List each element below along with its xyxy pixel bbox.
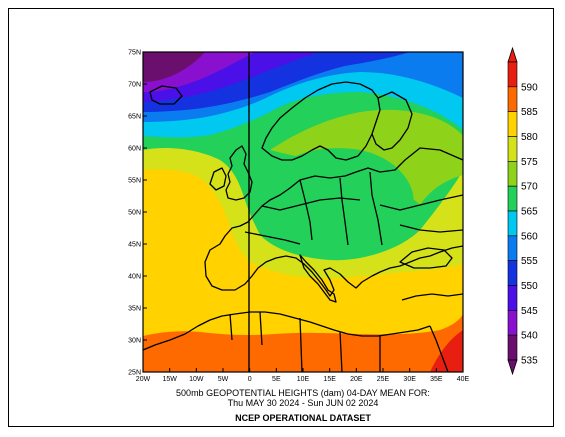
title-line-2: Thu MAY 30 2024 - Sun JUN 02 2024 xyxy=(227,398,379,408)
colorbar-segment xyxy=(507,235,518,261)
lon-tick-label: 0 xyxy=(248,376,252,383)
lat-tick-label: 50N xyxy=(128,210,141,217)
lat-tick-label: 55N xyxy=(128,178,141,185)
lon-tick-label: 35E xyxy=(430,376,443,383)
lon-tick-label: 10E xyxy=(297,376,310,383)
lat-tick-label: 60N xyxy=(128,146,141,153)
latitude-ticks: 75N 70N 65N 60N 55N 50N 45N 40N 35N 30N 25N xyxy=(128,50,147,377)
colorbar-bottom-arrow xyxy=(507,359,518,376)
lon-tick-label: 25E xyxy=(377,376,390,383)
colorbar-segment xyxy=(507,185,518,212)
lon-tick-label: 10W xyxy=(189,376,204,383)
colorbar-label: 545 xyxy=(521,306,538,317)
coast-scandinavia xyxy=(261,81,381,161)
colorbar-segment xyxy=(507,310,518,336)
lat-tick-label: 65N xyxy=(128,114,141,121)
coast-black-sea xyxy=(399,247,453,269)
lon-tick-label: 20E xyxy=(350,376,363,383)
lon-tick-label: 20W xyxy=(136,376,151,383)
colorbar-segment xyxy=(507,334,518,361)
colorbar-segment xyxy=(507,61,518,88)
colorbar-top-arrow xyxy=(507,46,518,63)
band-535 xyxy=(143,52,205,82)
coast-iceland xyxy=(149,85,183,105)
coast-red-sea xyxy=(429,325,449,372)
colorbar-segment xyxy=(507,260,518,286)
colorbar-label: 585 xyxy=(521,107,538,118)
dataset-label: NCEP OPERATIONAL DATASET xyxy=(235,413,371,423)
colorbar-label: 535 xyxy=(521,356,538,367)
colorbar-segment xyxy=(507,285,518,311)
lon-tick-label: 5W xyxy=(218,376,229,383)
colorbar-label: 575 xyxy=(521,157,538,168)
lat-tick-label: 45N xyxy=(128,242,141,249)
colorbar-label: 550 xyxy=(521,281,538,292)
colorbar-label: 580 xyxy=(521,132,538,143)
colorbar-segment xyxy=(507,136,518,162)
lat-tick-label: 40N xyxy=(128,274,141,281)
colorbar-segment xyxy=(507,111,518,137)
colorbar: 590 585 580 575 570 565 560 555 550 545 540 535 xyxy=(507,46,538,376)
band-565-center xyxy=(272,148,414,238)
colorbar-label: 565 xyxy=(521,207,538,218)
colorbar-label: 570 xyxy=(521,182,538,193)
band-580 xyxy=(143,169,463,372)
lon-tick-label: 40E xyxy=(457,376,470,383)
lat-tick-label: 75N xyxy=(128,50,141,57)
coast-turkey xyxy=(401,293,463,301)
coast-italy xyxy=(299,254,337,303)
figure-frame xyxy=(8,8,554,427)
lon-tick-label: 5E xyxy=(272,376,281,383)
coast-britain xyxy=(225,145,253,201)
coast-africa xyxy=(143,311,431,351)
colorbar-segment xyxy=(507,86,518,112)
colorbar-label: 560 xyxy=(521,231,538,242)
band-585 xyxy=(143,314,463,372)
lon-tick-label: 15W xyxy=(162,376,177,383)
colorbar-segment xyxy=(507,210,518,237)
colorbar-label: 555 xyxy=(521,256,538,267)
colorbar-segment xyxy=(507,161,518,187)
band-590 xyxy=(430,330,463,372)
title-line-1: 500mb GEOPOTENTIAL HEIGHTS (dam) 04-DAY … xyxy=(176,388,430,398)
lon-tick-label: 15E xyxy=(323,376,336,383)
coast-finland xyxy=(371,91,413,151)
lat-tick-label: 35N xyxy=(128,306,141,313)
lat-tick-label: 25N xyxy=(128,370,141,377)
coast-ireland xyxy=(209,167,227,191)
borders-europe xyxy=(244,171,463,246)
border-north-africa xyxy=(229,311,381,372)
colorbar-label: 540 xyxy=(521,331,538,342)
longitude-ticks: 20W 15W 10W 5W 0 5E 10E 15E 20E 25E 30E 35E 40E xyxy=(136,368,470,383)
lon-tick-label: 30E xyxy=(403,376,416,383)
lat-tick-label: 30N xyxy=(128,338,141,345)
colorbar-label: 590 xyxy=(521,82,538,93)
lat-tick-label: 70N xyxy=(128,82,141,89)
